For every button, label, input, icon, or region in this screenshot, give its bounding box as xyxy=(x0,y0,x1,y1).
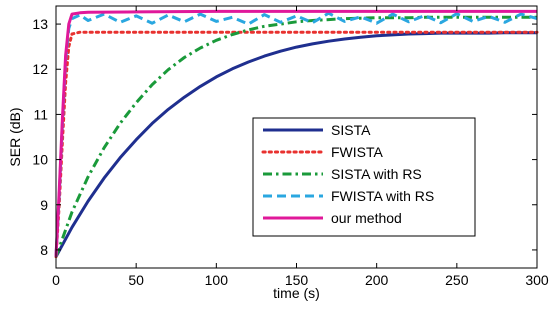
x-tick-label: 0 xyxy=(52,272,60,288)
legend-label-3: FWISTA with RS xyxy=(331,188,434,204)
legend-label-0: SISTA xyxy=(331,122,371,138)
y-tick-label: 13 xyxy=(32,16,48,32)
ticks-layer: 0 50 100 150 200 250 300 8 9 10 11 12 13 xyxy=(32,6,549,288)
legend: SISTA FWISTA SISTA with RS FWISTA with RS ou… xyxy=(252,117,476,237)
legend-box xyxy=(252,117,476,237)
legend-label-1: FWISTA xyxy=(331,144,384,160)
x-axis-label: time (s) xyxy=(273,285,320,301)
x-tick-label: 300 xyxy=(525,272,549,288)
legend-label-4: our method xyxy=(331,210,402,226)
y-tick-label: 9 xyxy=(40,197,48,213)
series-layer xyxy=(54,9,539,259)
x-tick-label: 50 xyxy=(128,272,144,288)
legend-label-2: SISTA with RS xyxy=(331,166,422,182)
x-tick-label: 150 xyxy=(285,272,309,288)
y-tick-label: 11 xyxy=(33,106,48,122)
series-line-3 xyxy=(54,11,538,257)
series-line-1 xyxy=(54,30,539,259)
y-tick-label: 12 xyxy=(32,61,48,77)
x-tick-label: 200 xyxy=(365,272,389,288)
y-axis-label: SER (dB) xyxy=(7,107,23,166)
x-tick-label: 100 xyxy=(205,272,229,288)
y-tick-label: 10 xyxy=(32,152,48,168)
series-line-4 xyxy=(54,9,537,257)
x-tick-label: 250 xyxy=(445,272,469,288)
series-line-2 xyxy=(54,15,537,258)
y-tick-label: 8 xyxy=(40,242,48,258)
